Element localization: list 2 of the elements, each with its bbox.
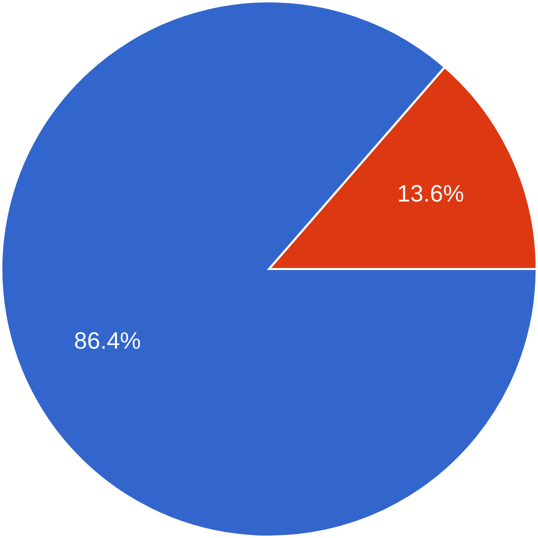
data-label: 86.4% (74, 332, 140, 349)
data-label: 13.6% (398, 185, 464, 202)
